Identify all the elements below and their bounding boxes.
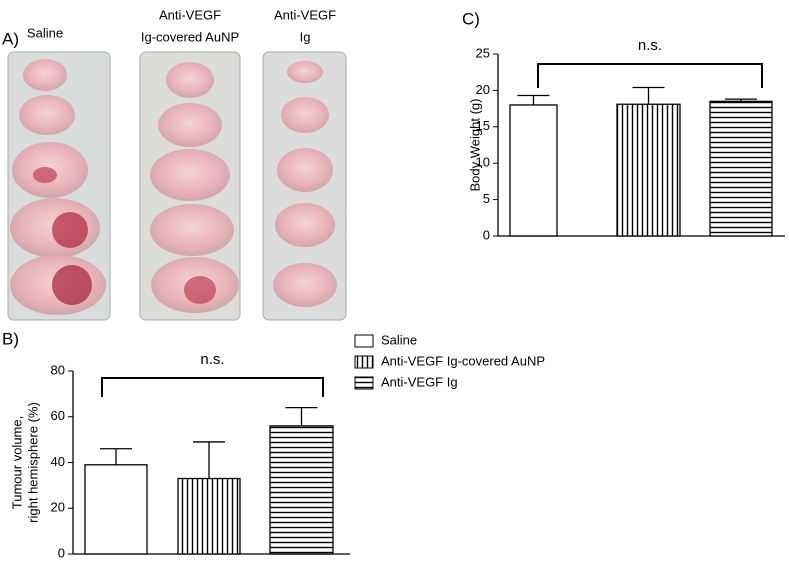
y-tick-label: 0 <box>58 545 65 560</box>
annotation: n.s. <box>200 351 224 368</box>
bar <box>177 477 241 555</box>
column-label: Saline <box>27 25 63 40</box>
y-tick-label: 0 <box>483 227 490 242</box>
legend-swatch <box>354 334 374 348</box>
significance-bracket <box>101 377 324 397</box>
panel-label: A) <box>2 29 19 48</box>
panel-label: C) <box>462 9 480 28</box>
y-tick-label: 20 <box>51 500 65 515</box>
y-tick-label: 10 <box>476 155 490 170</box>
y-tick-label: 15 <box>476 118 490 133</box>
y-tick-label: 40 <box>51 454 65 469</box>
y-tick-label: 25 <box>476 45 490 60</box>
legend-label: Anti-VEGF Ig-covered AuNP <box>381 353 545 368</box>
photo-panel: A) <box>2 29 347 321</box>
annotation: n.s. <box>638 37 662 54</box>
legend-label: Anti-VEGF Ig <box>381 374 458 389</box>
y-tick-label: 60 <box>51 408 65 423</box>
panel-label: B) <box>2 329 19 348</box>
column-label: Anti-VEGF <box>159 7 221 22</box>
bar <box>269 425 334 555</box>
tissue-slices <box>10 59 337 315</box>
y-tick-label: 80 <box>51 362 65 377</box>
bar <box>84 464 148 555</box>
legend-swatch <box>354 376 374 390</box>
y-tick-label: 5 <box>483 191 490 206</box>
bar <box>709 100 773 237</box>
y-axis-label: Body Weight (g) <box>467 99 482 192</box>
bar <box>509 104 558 237</box>
legend-swatch <box>354 355 374 369</box>
y-tick-label: 20 <box>476 82 490 97</box>
legend-label: Saline <box>381 332 417 347</box>
column-label: Ig-covered AuNP <box>141 29 239 44</box>
bar <box>616 103 681 237</box>
column-label: Ig <box>300 29 311 44</box>
significance-bracket <box>537 63 763 88</box>
y-axis-label: right hemisphere (%) <box>25 402 40 523</box>
y-axis-label: Tumour volume, <box>9 416 24 509</box>
column-label: Anti-VEGF <box>274 7 336 22</box>
